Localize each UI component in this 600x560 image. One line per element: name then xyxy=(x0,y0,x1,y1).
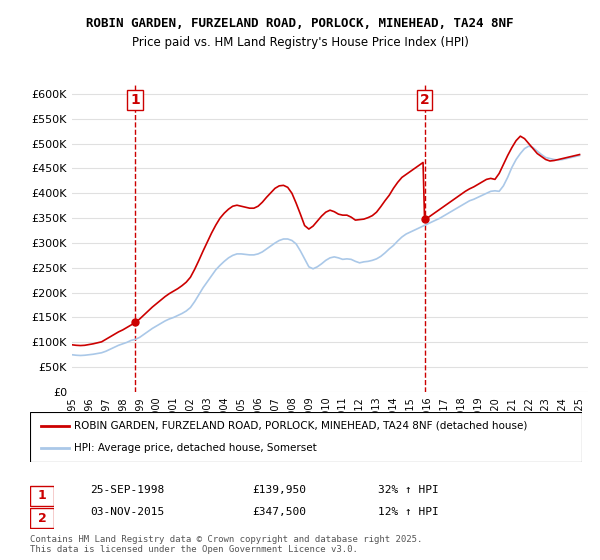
FancyBboxPatch shape xyxy=(30,486,54,506)
Text: ROBIN GARDEN, FURZELAND ROAD, PORLOCK, MINEHEAD, TA24 8NF (detached house): ROBIN GARDEN, FURZELAND ROAD, PORLOCK, M… xyxy=(74,421,527,431)
Text: Price paid vs. HM Land Registry's House Price Index (HPI): Price paid vs. HM Land Registry's House … xyxy=(131,36,469,49)
FancyBboxPatch shape xyxy=(30,508,54,528)
Text: £139,950: £139,950 xyxy=(252,485,306,495)
FancyBboxPatch shape xyxy=(30,412,582,462)
Text: 2: 2 xyxy=(419,93,430,107)
Text: 03-NOV-2015: 03-NOV-2015 xyxy=(90,507,164,517)
Text: 1: 1 xyxy=(130,93,140,107)
Text: HPI: Average price, detached house, Somerset: HPI: Average price, detached house, Some… xyxy=(74,443,317,453)
Text: £347,500: £347,500 xyxy=(252,507,306,517)
Text: 2: 2 xyxy=(38,511,46,525)
Text: Contains HM Land Registry data © Crown copyright and database right 2025.
This d: Contains HM Land Registry data © Crown c… xyxy=(30,535,422,554)
Text: 32% ↑ HPI: 32% ↑ HPI xyxy=(378,485,439,495)
Text: 12% ↑ HPI: 12% ↑ HPI xyxy=(378,507,439,517)
Text: 1: 1 xyxy=(38,489,46,502)
Text: 25-SEP-1998: 25-SEP-1998 xyxy=(90,485,164,495)
Text: ROBIN GARDEN, FURZELAND ROAD, PORLOCK, MINEHEAD, TA24 8NF: ROBIN GARDEN, FURZELAND ROAD, PORLOCK, M… xyxy=(86,17,514,30)
